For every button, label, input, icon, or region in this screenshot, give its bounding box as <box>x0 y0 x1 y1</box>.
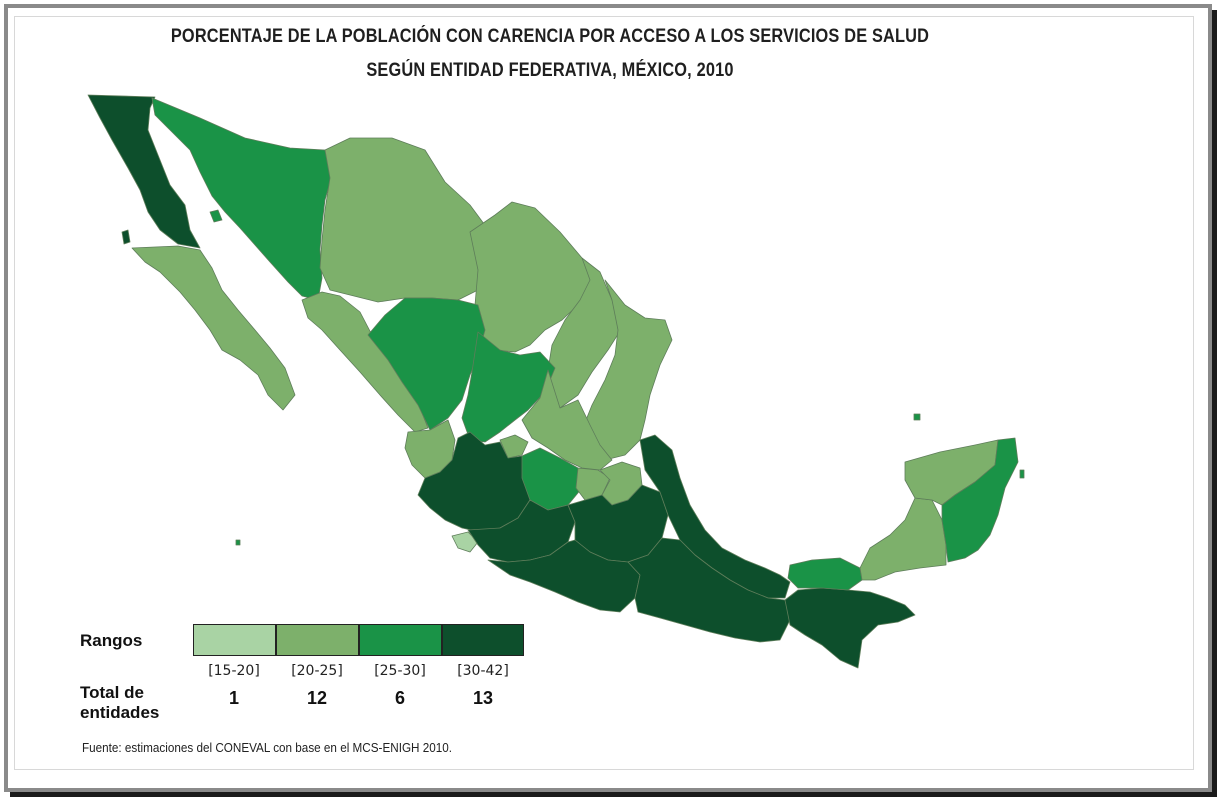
legend-count-30-42: 13 <box>472 688 494 708</box>
source-note: Fuente: estimaciones del CONEVAL con bas… <box>82 740 453 755</box>
legend-swatch-30-42 <box>442 624 524 656</box>
legend-range-30-42: [30-42] <box>457 663 509 679</box>
state-campeche <box>859 497 947 581</box>
island-cozumel <box>1019 469 1025 479</box>
legend-swatch-15-20 <box>193 624 276 656</box>
state-baja-california <box>87 94 201 249</box>
map-title-line-2: SEGÚN ENTIDAD FEDERATIVA, MÉXICO, 2010 <box>366 60 734 81</box>
legend-swatch-20-25 <box>276 624 359 656</box>
island-revillagigedo <box>235 539 241 546</box>
island-tiburon <box>209 209 223 223</box>
state-sinaloa <box>301 291 429 433</box>
state-chihuahua <box>319 137 491 303</box>
state-baja-california-sur <box>131 245 296 411</box>
state-michoacan <box>467 499 576 563</box>
legend-total-label-line-2: entidades <box>80 703 160 722</box>
state-zacatecas <box>461 331 556 443</box>
legend-range-15-20: [15-20] <box>208 663 260 679</box>
state-chiapas <box>784 587 916 669</box>
legend-range-20-25: [20-25] <box>291 663 343 679</box>
state-colima <box>451 531 479 553</box>
state-tamaulipas <box>581 279 673 461</box>
state-sonora <box>151 97 333 301</box>
island-arrecife <box>913 413 921 421</box>
state-veracruz <box>639 434 791 599</box>
legend-count-15-20: 1 <box>228 688 239 708</box>
state-jalisco <box>417 431 531 533</box>
legend-total-label-line-1: Total de <box>80 683 144 702</box>
map-title-line-1: PORCENTAJE DE LA POBLACIÓN CON CARENCIA … <box>170 26 930 47</box>
legend-swatch-25-30 <box>359 624 442 656</box>
island-cedros <box>121 229 131 245</box>
state-quintana-roo <box>941 437 1019 563</box>
legend-total-label: Total de entidades <box>80 683 159 723</box>
legend-count-25-30: 6 <box>394 688 405 708</box>
state-tabasco <box>787 557 863 591</box>
legend-rangos-label: Rangos <box>80 631 143 650</box>
legend-range-25-30: [25-30] <box>374 663 426 679</box>
legend-count-20-25: 12 <box>306 688 328 708</box>
